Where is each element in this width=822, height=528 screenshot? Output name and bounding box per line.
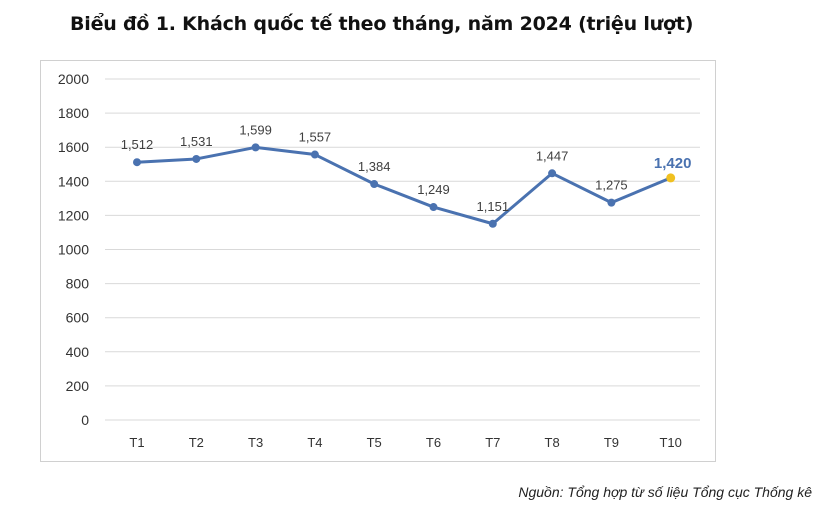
x-tick-label: T6: [426, 435, 441, 450]
x-tick-label: T1: [129, 435, 144, 450]
data-label: 1,531: [180, 134, 213, 149]
data-points: [133, 143, 676, 228]
y-tick-label: 600: [66, 310, 90, 326]
data-labels: 1,512 1,531 1,599 1,557 1,384 1,249 1,151 1,447…: [121, 122, 692, 213]
highlight-point: [666, 173, 676, 183]
x-tick-label: T7: [485, 435, 500, 450]
y-tick-label: 1800: [58, 105, 89, 121]
data-point: [548, 169, 557, 178]
gridlines: [105, 78, 700, 421]
y-tick-label: 2000: [58, 71, 89, 87]
series-khach-quoc-te: [135, 145, 673, 226]
data-point: [192, 154, 201, 163]
x-tick-label: T9: [604, 435, 619, 450]
data-label: 1,249: [417, 182, 450, 197]
y-tick-label: 1000: [58, 242, 89, 258]
y-tick-label: 1400: [58, 173, 89, 189]
y-tick-label: 1600: [58, 139, 89, 155]
x-axis: T1 T2 T3 T4 T5 T6 T7 T8 T9 T10: [129, 435, 681, 450]
chart-frame: [40, 60, 716, 462]
y-axis: 0 200 400 600 800 1000 1200 1400 1600 1800 2000: [58, 71, 89, 428]
x-tick-label: T4: [307, 435, 322, 450]
data-point: [488, 219, 497, 228]
data-label: 1,447: [536, 148, 569, 163]
y-tick-label: 400: [66, 344, 90, 360]
y-tick-label: 1200: [58, 207, 89, 223]
data-point: [310, 150, 319, 159]
x-tick-label: T2: [189, 435, 204, 450]
y-tick-label: 800: [66, 276, 90, 292]
y-tick-label: 200: [66, 378, 90, 394]
highlight-data-label: 1,420: [654, 155, 692, 172]
data-point: [429, 203, 438, 212]
x-tick-label: T8: [545, 435, 560, 450]
y-tick-label: 0: [81, 412, 89, 428]
data-label: 1,512: [121, 137, 154, 152]
x-tick-label: T3: [248, 435, 263, 450]
x-tick-label: T10: [659, 435, 681, 450]
data-point: [133, 158, 141, 167]
data-label: 1,384: [358, 159, 391, 174]
data-label: 1,275: [595, 178, 628, 193]
chart-title: Biểu đồ 1. Khách quốc tế theo tháng, năm…: [70, 13, 694, 35]
data-point: [370, 180, 379, 189]
data-label: 1,599: [239, 122, 272, 137]
x-tick-label: T5: [367, 435, 382, 450]
data-label: 1,557: [299, 130, 332, 145]
data-point: [251, 143, 260, 152]
source-note: Nguồn: Tổng hợp từ số liệu Tổng cục Thốn…: [518, 484, 812, 500]
data-point: [607, 198, 616, 207]
data-label: 1,151: [477, 199, 510, 214]
series-line: [135, 145, 673, 226]
